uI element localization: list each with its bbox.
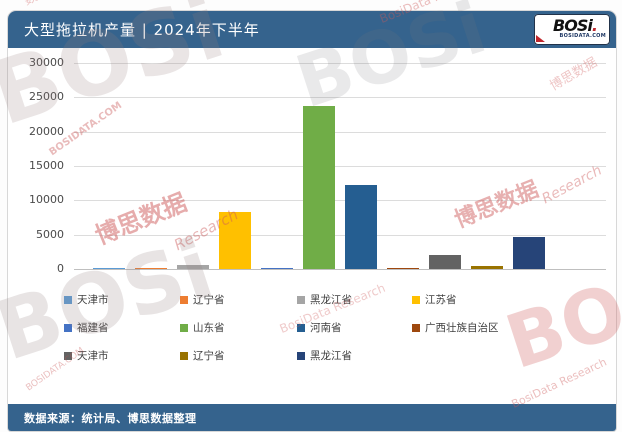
bar-slot bbox=[508, 63, 550, 269]
y-axis-tick-label: 30000 bbox=[29, 56, 64, 69]
legend-swatch-icon bbox=[412, 295, 420, 304]
logo-flag-icon bbox=[536, 35, 545, 42]
bar-slot bbox=[172, 63, 214, 269]
bar-slot bbox=[298, 63, 340, 269]
page-title: 大型拖拉机产量 | 2024年下半年 bbox=[24, 21, 260, 39]
gridline-0 bbox=[74, 269, 606, 270]
legend-item-4: 福建省 bbox=[64, 321, 180, 334]
legend-item-6: 河南省 bbox=[297, 321, 412, 334]
bar-天津市-8 bbox=[429, 255, 461, 269]
bar-slot bbox=[88, 63, 130, 269]
legend-label: 广西壮族自治区 bbox=[425, 322, 499, 334]
legend-label: 福建省 bbox=[77, 322, 109, 334]
legend-label: 江苏省 bbox=[425, 294, 457, 306]
legend-swatch-icon bbox=[64, 295, 72, 304]
bar-广西壮族自治区-7 bbox=[387, 267, 419, 269]
legend-item-10: 黑龙江省 bbox=[297, 349, 412, 362]
bar-slot bbox=[214, 63, 256, 269]
bar-黑龙江省-10 bbox=[513, 237, 545, 269]
gridline-10000 bbox=[74, 200, 606, 202]
chart-card: 大型拖拉机产量 | 2024年下半年 BOSi. BOSIDATA.COM 0 5… bbox=[7, 10, 617, 432]
bar-江苏省-3 bbox=[219, 212, 251, 269]
logo-brand-text: BOSi. bbox=[553, 16, 598, 35]
legend-label: 天津市 bbox=[77, 294, 109, 306]
gridline-20000 bbox=[74, 131, 606, 133]
legend-label: 河南省 bbox=[310, 322, 342, 334]
bar-山东省-5 bbox=[303, 105, 335, 269]
y-axis-tick-label: 20000 bbox=[29, 124, 64, 138]
legend-swatch-icon bbox=[297, 323, 305, 332]
legend-item-5: 山东省 bbox=[180, 321, 297, 334]
gridline-30000 bbox=[74, 63, 606, 64]
legend-swatch-icon bbox=[297, 295, 305, 304]
chart-header: 大型拖拉机产量 | 2024年下半年 BOSi. BOSIDATA.COM bbox=[8, 11, 616, 48]
bar-黑龙江省-2 bbox=[177, 264, 209, 269]
y-axis-tick-label: 10000 bbox=[29, 193, 64, 207]
legend-item-7: 广西壮族自治区 bbox=[412, 321, 606, 334]
legend-label: 黑龙江省 bbox=[310, 350, 352, 362]
legend-item-3: 江苏省 bbox=[412, 293, 606, 306]
bar-slot bbox=[256, 63, 298, 269]
legend-swatch-icon bbox=[180, 295, 188, 304]
bar-slot bbox=[424, 63, 466, 269]
y-axis-tick-label: 5000 bbox=[36, 227, 64, 241]
bar-辽宁省-1 bbox=[135, 267, 167, 269]
legend-item-1: 辽宁省 bbox=[180, 293, 297, 306]
gridline-5000 bbox=[74, 234, 606, 236]
legend-label: 辽宁省 bbox=[193, 350, 225, 362]
data-source-text: 数据来源：统计局、博思数据整理 bbox=[24, 411, 197, 425]
bar-福建省-4 bbox=[261, 267, 293, 269]
bar-slot bbox=[466, 63, 508, 269]
legend-label: 辽宁省 bbox=[193, 294, 225, 306]
legend-item-9: 辽宁省 bbox=[180, 349, 297, 362]
y-axis-tick-label: 15000 bbox=[29, 159, 64, 172]
bar-chart: 0 5000 10000 15000 20000 25000 30000 bbox=[8, 48, 616, 288]
legend-swatch-icon bbox=[64, 351, 72, 360]
logo-domain-text: BOSIDATA.COM bbox=[559, 33, 606, 39]
bar-辽宁省-9 bbox=[471, 266, 503, 269]
y-axis: 0 5000 10000 15000 20000 25000 30000 bbox=[8, 56, 64, 275]
legend-item-0: 天津市 bbox=[64, 293, 180, 306]
bar-河南省-6 bbox=[345, 184, 377, 269]
legend-swatch-icon bbox=[180, 351, 188, 360]
legend-swatch-icon bbox=[180, 323, 188, 332]
legend-item-8: 天津市 bbox=[64, 349, 180, 362]
y-axis-tick-label: 25000 bbox=[29, 90, 64, 104]
gridline-15000 bbox=[74, 166, 606, 167]
bar-天津市-0 bbox=[93, 267, 125, 269]
legend-label: 黑龙江省 bbox=[310, 294, 352, 306]
legend-swatch-icon bbox=[412, 323, 420, 332]
legend-swatch-icon bbox=[64, 323, 72, 332]
bar-slot bbox=[340, 63, 382, 269]
legend-label: 山东省 bbox=[193, 322, 225, 334]
legend-label: 天津市 bbox=[77, 350, 109, 362]
gridline-25000 bbox=[74, 97, 606, 99]
plot-area bbox=[74, 63, 606, 270]
chart-legend: 天津市 辽宁省 黑龙江省 江苏省 福建省 山东省 河南省 广西壮族自治区 天津市 辽宁省 黑龙江省 bbox=[64, 293, 606, 362]
chart-footer: 数据来源：统计局、博思数据整理 bbox=[8, 404, 616, 431]
bar-slot bbox=[130, 63, 172, 269]
legend-item-2: 黑龙江省 bbox=[297, 293, 412, 306]
bars-group bbox=[88, 63, 550, 269]
bosi-logo: BOSi. BOSIDATA.COM bbox=[534, 14, 610, 45]
y-axis-tick-label: 0 bbox=[57, 262, 64, 275]
chart-body: 0 5000 10000 15000 20000 25000 30000 天津市 辽宁省 黑龙江… bbox=[8, 48, 616, 404]
watermark-text: 数据 bbox=[22, 0, 52, 9]
bar-slot bbox=[382, 63, 424, 269]
legend-swatch-icon bbox=[297, 351, 305, 360]
